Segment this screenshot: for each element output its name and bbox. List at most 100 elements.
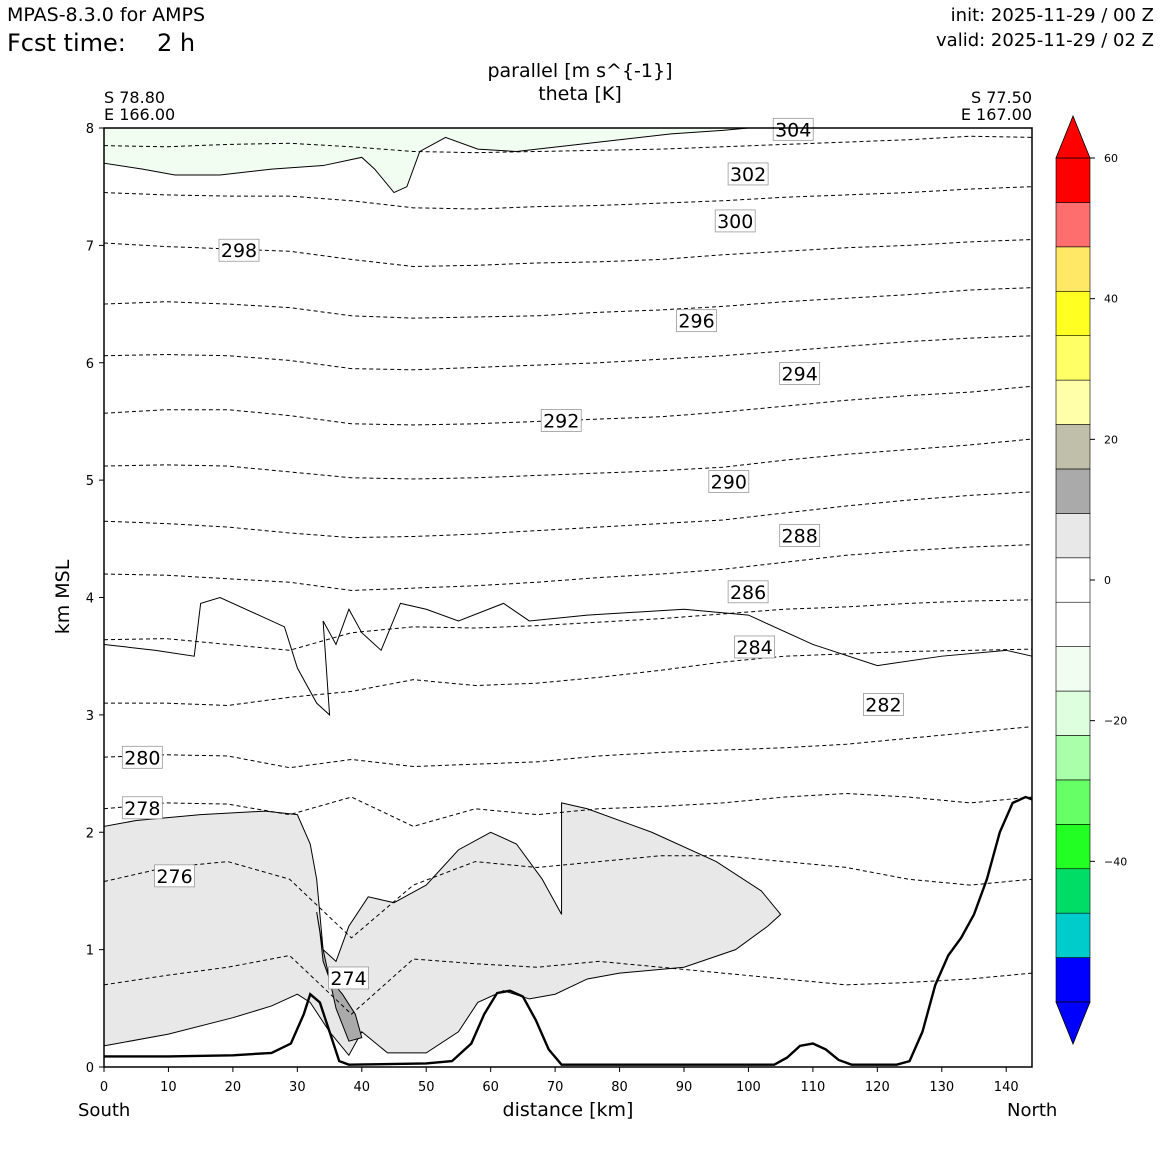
colorbar: 60 40 20 0 −20 −40 xyxy=(1055,114,1127,1046)
colorbar-segment-6 xyxy=(1055,690,1091,736)
terrain-profile xyxy=(104,795,1033,1066)
theta-274-label-box xyxy=(328,966,369,990)
valid-time: valid: 2025-11-29 / 02 Z xyxy=(936,30,1154,51)
colorbar-over-arrow xyxy=(1055,114,1091,159)
colorbar-segment-5 xyxy=(1055,735,1091,781)
theta-298-label-box xyxy=(218,238,260,262)
theta-286-contour xyxy=(103,599,1033,651)
colorbar-segment-13 xyxy=(1055,379,1091,425)
y-tick-label-3: 3 xyxy=(86,709,94,724)
x-tick-label-100: 100 xyxy=(736,1080,761,1095)
theta-300-label: 300 xyxy=(717,211,753,233)
colorbar-segment-9 xyxy=(1055,557,1091,603)
colorbar-segment-3 xyxy=(1055,824,1091,870)
x-tick-label-70: 70 xyxy=(547,1080,564,1095)
end-lon: E 167.00 xyxy=(960,105,1032,124)
colorbar-segment-14 xyxy=(1055,335,1091,381)
colorbar-segment-7 xyxy=(1055,646,1091,692)
colorbar-tick-label-4: −20 xyxy=(1104,715,1127,728)
x-tick-label-110: 110 xyxy=(800,1080,825,1095)
y-tick-label-5: 5 xyxy=(86,474,94,489)
upper-weak-flow-region xyxy=(103,127,749,194)
y-tick-label-2: 2 xyxy=(86,826,94,841)
theta-296-label: 296 xyxy=(678,311,714,333)
theta-294-label: 294 xyxy=(782,363,818,385)
theta-282-contour xyxy=(103,726,1033,769)
south-label: South xyxy=(78,1100,131,1121)
x-tick-label-0: 0 xyxy=(100,1080,108,1095)
theta-290-label: 290 xyxy=(711,471,747,493)
theta-280-label: 280 xyxy=(124,747,160,769)
x-tick-label-10: 10 xyxy=(160,1080,177,1095)
colorbar-segment-8 xyxy=(1055,601,1091,647)
theta-302-label: 302 xyxy=(730,164,766,186)
colorbar-segment-18 xyxy=(1055,157,1091,203)
theta-278-label: 278 xyxy=(124,798,160,820)
chart-title: parallel [m s^{-1}] xyxy=(487,60,673,82)
init-time: init: 2025-11-29 / 00 Z xyxy=(950,5,1154,26)
theta-286-label: 286 xyxy=(730,582,766,604)
colorbar-segment-12 xyxy=(1055,424,1091,470)
colorbar-tick-label-1: 40 xyxy=(1104,293,1118,306)
colorbar-tick-label-5: −40 xyxy=(1104,855,1127,868)
y-tick-label-1: 1 xyxy=(86,944,94,959)
theta-288-contour xyxy=(103,544,1033,591)
zero-contour xyxy=(103,596,1033,717)
theta-304-label: 304 xyxy=(775,119,811,141)
theta-labels: 304 302 300 298 296 294 292 290 288 286 284 282 280 2… xyxy=(121,117,904,990)
theta-282-label-box xyxy=(863,693,904,716)
fcst-time-label: Fcst time: xyxy=(7,29,126,57)
theta-284-contour xyxy=(104,648,1033,706)
x-tick-label-40: 40 xyxy=(354,1080,371,1095)
chart-subtitle: theta [K] xyxy=(538,83,622,105)
theta-298-label: 298 xyxy=(221,240,257,262)
theta-280-label-box xyxy=(121,745,163,769)
theta-304-contour xyxy=(103,135,1033,154)
theta-302-contour xyxy=(103,186,1033,210)
theta-284-label-box xyxy=(734,635,775,659)
theta-278-label-box xyxy=(121,796,163,820)
start-lon: E 166.00 xyxy=(104,105,176,124)
theta-292-contour xyxy=(103,438,1033,480)
terrain-layer xyxy=(104,795,1033,1066)
theta-302-label-box xyxy=(727,162,769,186)
colorbar-segment-0 xyxy=(1055,957,1091,1003)
theta-288-label: 288 xyxy=(782,525,818,547)
low-level-jet-region xyxy=(103,802,782,1057)
theta-296-contour xyxy=(103,335,1033,371)
theta-286-label-box xyxy=(727,580,769,604)
x-tick-label-90: 90 xyxy=(676,1080,693,1095)
fcst-time-value: 2 h xyxy=(157,29,196,57)
axes: 0 10 20 30 40 50 60 70 80 90 100 110 120 130 140 0 1 2 3 4 5… xyxy=(86,122,1033,1095)
y-tick-label-6: 6 xyxy=(86,357,94,372)
theta-276-label: 276 xyxy=(156,866,192,888)
colorbar-tick-label-3: 0 xyxy=(1104,574,1111,587)
x-tick-label-120: 120 xyxy=(865,1080,890,1095)
y-tick-label-8: 8 xyxy=(86,122,94,137)
colorbar-segment-16 xyxy=(1055,246,1091,292)
model-title: MPAS-8.3.0 for AMPS xyxy=(7,4,206,26)
colorbar-segment-2 xyxy=(1055,868,1091,914)
theta-290-label-box xyxy=(708,470,750,493)
shaded-fields xyxy=(103,127,1033,1057)
x-tick-label-20: 20 xyxy=(225,1080,242,1095)
colorbar-segment-15 xyxy=(1055,290,1091,336)
colorbar-segment-11 xyxy=(1055,468,1091,514)
theta-292-label: 292 xyxy=(543,410,579,432)
theta-274-label: 274 xyxy=(330,968,366,990)
x-tick-label-80: 80 xyxy=(611,1080,628,1095)
theta-282-label: 282 xyxy=(865,694,901,716)
theta-300-label-box xyxy=(714,209,756,233)
y-tick-label-7: 7 xyxy=(86,239,94,254)
colorbar-segment-10 xyxy=(1055,513,1091,559)
colorbar-tick-label-2: 20 xyxy=(1104,433,1118,446)
colorbar-segment-4 xyxy=(1055,779,1091,825)
theta-276-contour xyxy=(103,954,1033,1015)
theta-288-label-box xyxy=(779,524,821,547)
north-label: North xyxy=(1007,1100,1058,1121)
x-tick-label-140: 140 xyxy=(994,1080,1019,1095)
theta-304-label-box xyxy=(772,117,814,141)
start-lat: S 78.80 xyxy=(104,88,166,107)
x-tick-label-60: 60 xyxy=(482,1080,499,1095)
